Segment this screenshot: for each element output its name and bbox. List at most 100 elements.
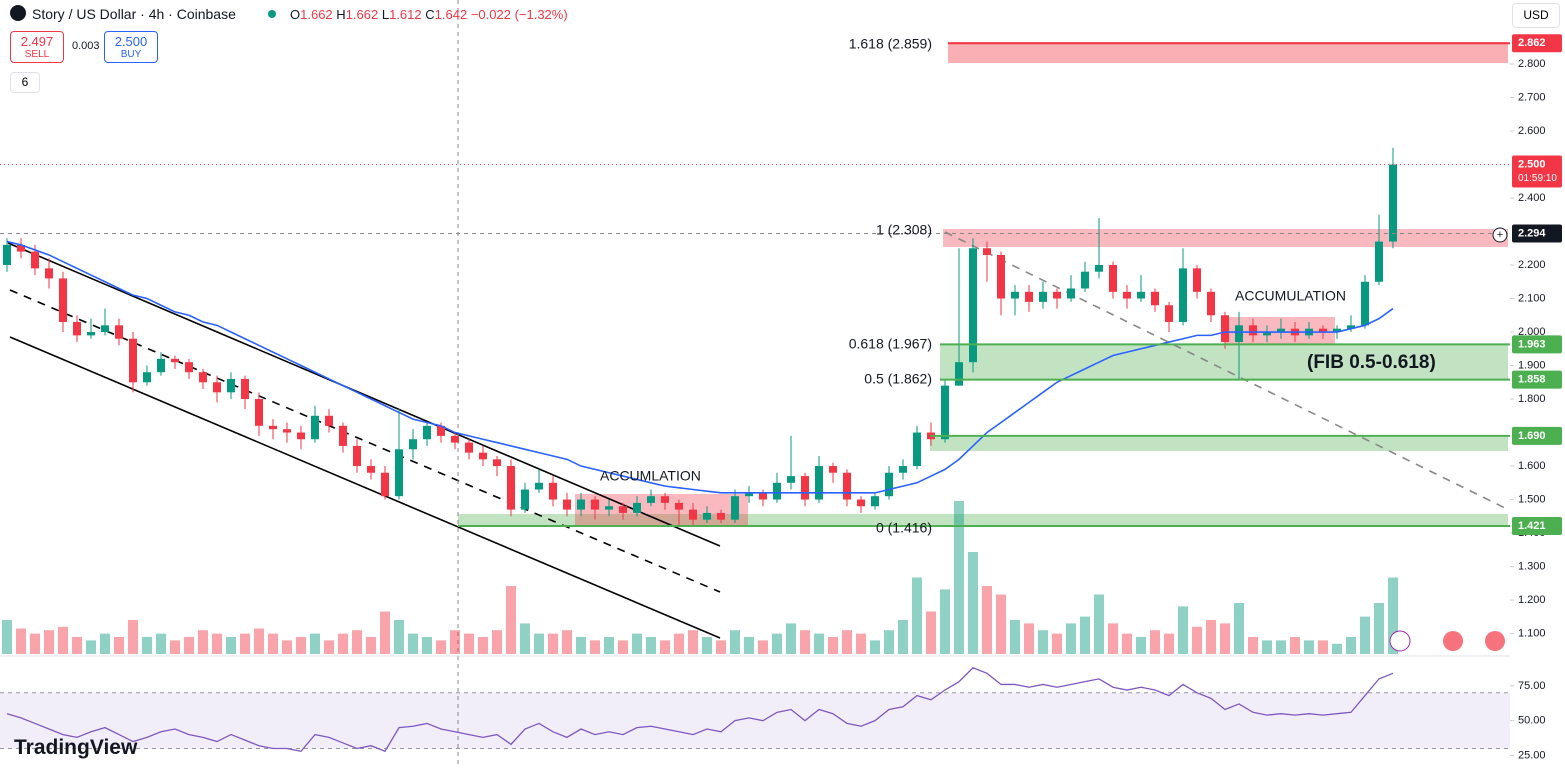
candle-body — [675, 502, 683, 510]
candle-body — [731, 496, 739, 520]
candle-body — [1109, 265, 1117, 292]
currency-button[interactable]: USD — [1512, 3, 1560, 28]
volume-bar — [198, 630, 208, 654]
candle-body — [17, 244, 25, 252]
fib-label: 1.618 (2.859) — [849, 36, 932, 52]
buy-price: 2.500 — [114, 34, 148, 49]
volume-bar — [1136, 637, 1146, 654]
price-label: 1.963 — [1518, 338, 1546, 350]
volume-bar — [1122, 633, 1132, 654]
candle-body — [87, 332, 95, 336]
volume-bar — [1388, 577, 1398, 654]
add-icon[interactable] — [1492, 227, 1508, 243]
volume-bar — [1178, 606, 1188, 654]
y-tick-label: 1.800 — [1518, 393, 1546, 405]
candle-body — [801, 476, 809, 500]
candle-body — [283, 429, 291, 433]
rsi-line — [6, 666, 1394, 753]
ohlc-key: H — [336, 7, 346, 22]
candle-body — [59, 278, 67, 322]
y-tick-label: 2.700 — [1518, 91, 1546, 103]
candle-body — [1347, 325, 1355, 329]
candle-body — [1179, 268, 1187, 322]
candle-body — [269, 425, 277, 430]
logo — [10, 5, 26, 21]
volume-bar — [296, 637, 306, 654]
candle-body — [1025, 291, 1033, 302]
candle-body — [451, 435, 459, 443]
volume-bar — [786, 623, 796, 654]
candle-body — [143, 372, 151, 383]
volume-bar — [870, 640, 880, 654]
candle-body — [1319, 328, 1327, 333]
event-icon[interactable] — [1389, 630, 1411, 652]
volume-bar — [58, 626, 68, 654]
volume-bar — [996, 594, 1006, 654]
volume-bar — [2, 620, 12, 654]
y-tick-label: 2.100 — [1518, 292, 1546, 304]
volume-bar — [142, 637, 152, 654]
volume-bar — [422, 637, 432, 654]
zone — [943, 229, 1508, 247]
candle-body — [1235, 325, 1243, 343]
ohlc-value: 1.642 — [434, 7, 468, 22]
y-tick-label: 2.800 — [1518, 58, 1546, 70]
volume-bar — [926, 611, 936, 654]
volume-bar — [128, 620, 138, 654]
candle-body — [213, 382, 221, 393]
candle-body — [857, 499, 865, 507]
volume-bar — [268, 633, 278, 654]
y-tick-label: 1.900 — [1518, 359, 1546, 371]
candle-body — [1263, 332, 1271, 336]
add-icon[interactable]: + — [1497, 229, 1503, 241]
y-tick-label: 2.000 — [1518, 326, 1546, 338]
volume-bar — [1038, 630, 1048, 654]
buy-button[interactable]: 2.500 BUY — [104, 31, 158, 63]
volume-bar — [1234, 603, 1244, 654]
candle-body — [703, 512, 711, 520]
candle-body — [1333, 328, 1341, 333]
volume-bar — [1248, 637, 1258, 654]
volume-bar — [940, 589, 950, 654]
y-tick-label: 2.600 — [1518, 125, 1546, 137]
candle-body — [381, 472, 389, 497]
candle-body — [955, 362, 963, 386]
volume-bar — [716, 640, 726, 654]
event-icon[interactable] — [1443, 631, 1463, 651]
candle-body — [395, 449, 403, 497]
sell-button[interactable]: 2.497 SELL — [10, 31, 64, 63]
indicator-toggle[interactable]: 6 — [10, 72, 40, 93]
sell-label: SELL — [24, 49, 50, 60]
price-label: 2.500 — [1518, 158, 1546, 170]
volume-bar — [842, 630, 852, 654]
volume-bar — [856, 633, 866, 654]
volume-bar — [478, 637, 488, 654]
candle-body — [591, 499, 599, 510]
candle-body — [997, 254, 1005, 299]
volume-bar — [646, 637, 656, 654]
candle-body — [871, 496, 879, 507]
symbol[interactable]: Story / US Dollar · 4h · Coinbase — [32, 6, 236, 22]
volume-bar — [982, 586, 992, 654]
candle-body — [157, 358, 165, 373]
candle-body — [549, 482, 557, 500]
volume-bar — [730, 630, 740, 654]
currency: USD — [1523, 8, 1549, 22]
candle-body — [745, 492, 753, 497]
event-icon[interactable] — [1485, 631, 1505, 651]
candle-body — [969, 248, 977, 363]
volume-bar — [548, 633, 558, 654]
volume-bar — [1094, 594, 1104, 654]
volume-bar — [912, 577, 922, 654]
volume-bar — [772, 633, 782, 654]
price-label-box — [1512, 426, 1562, 445]
candle-body — [759, 492, 767, 500]
candle-body — [465, 442, 473, 453]
volume-bar — [674, 633, 684, 654]
volume-bar — [1318, 640, 1328, 654]
price-label: 1.421 — [1518, 520, 1546, 532]
spread: 0.003 — [72, 40, 100, 52]
volume-bar — [86, 640, 96, 654]
